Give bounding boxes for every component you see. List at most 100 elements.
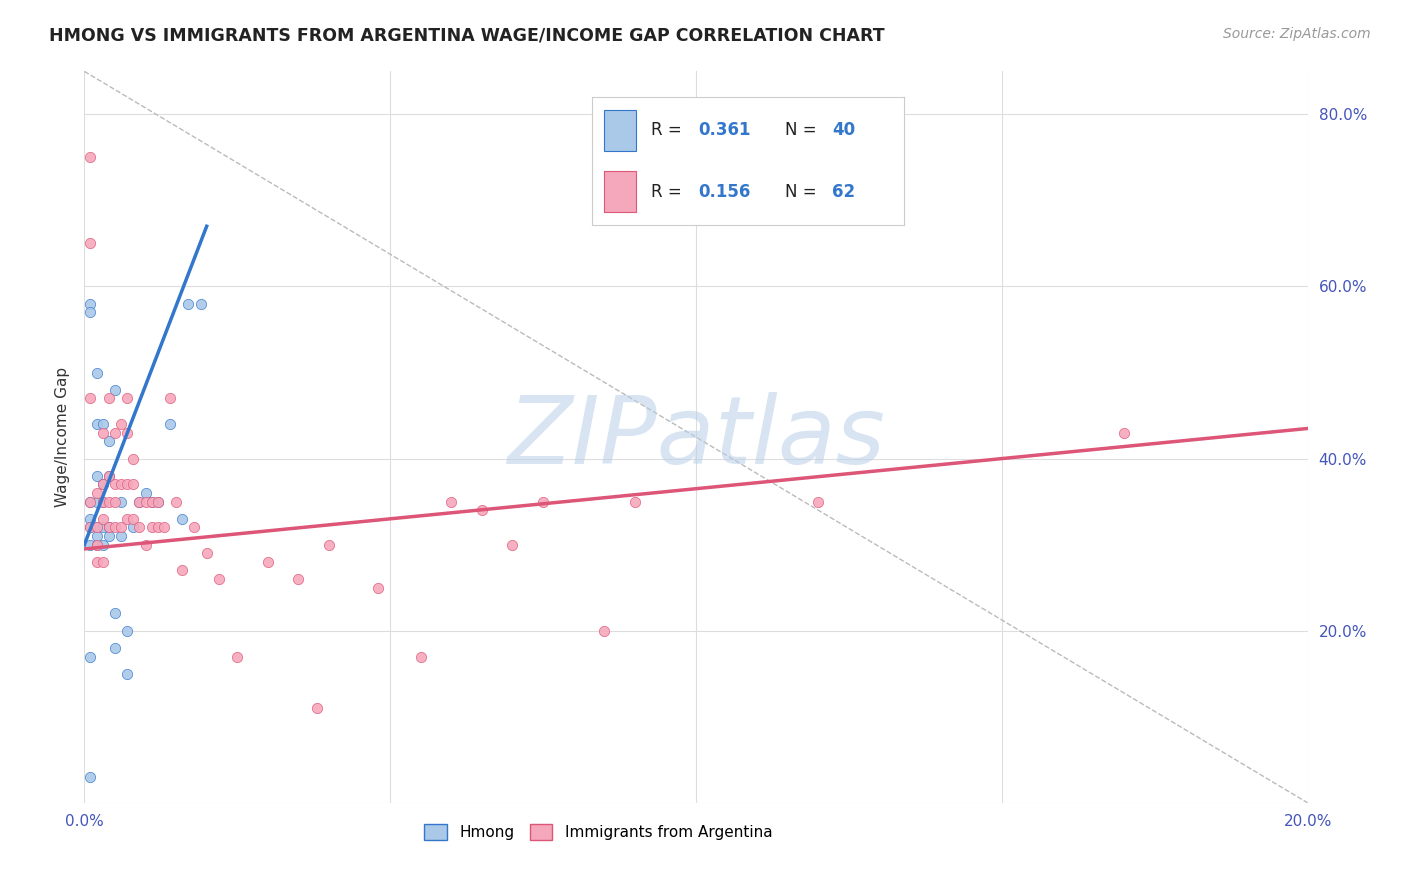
Point (226, 649, 249, 664)
Point (97, 434, 120, 449)
Point (79, 494, 101, 508)
Point (86, 555, 108, 569)
Point (141, 494, 163, 508)
Point (110, 477, 132, 491)
Point (115, 425, 138, 440)
Point (104, 640, 127, 655)
Text: ZIPatlas: ZIPatlas (508, 392, 884, 483)
Point (86, 486, 108, 500)
Point (122, 477, 145, 491)
Point (135, 486, 157, 500)
Point (91, 512, 114, 526)
Point (91, 477, 114, 491)
Point (159, 392, 181, 406)
Point (86, 366, 108, 380)
Point (110, 417, 132, 432)
Point (165, 494, 187, 508)
Point (122, 520, 145, 534)
Point (86, 538, 108, 552)
Point (287, 572, 309, 586)
Point (172, 564, 194, 578)
Point (146, 494, 169, 508)
Point (624, 494, 647, 508)
Point (183, 520, 205, 534)
Point (208, 572, 231, 586)
Point (177, 296, 200, 310)
Point (531, 494, 554, 508)
Point (97, 468, 120, 483)
Point (440, 494, 463, 508)
Point (141, 520, 163, 534)
Point (104, 425, 127, 440)
Point (97, 494, 120, 508)
Point (115, 477, 138, 491)
Point (122, 451, 145, 466)
Point (1114, 425, 1136, 440)
Point (97, 529, 120, 543)
Point (91, 538, 114, 552)
Point (153, 520, 176, 534)
Point (86, 520, 108, 534)
Point (97, 392, 120, 406)
Point (141, 494, 163, 508)
Point (104, 494, 127, 508)
Point (79, 520, 101, 534)
Point (79, 512, 101, 526)
Point (97, 468, 120, 483)
Point (110, 529, 132, 543)
Point (86, 529, 108, 543)
Point (79, 305, 101, 319)
Point (79, 236, 101, 251)
Point (86, 538, 108, 552)
Point (91, 425, 114, 440)
Point (502, 538, 524, 552)
Point (104, 477, 127, 491)
Point (190, 296, 212, 310)
Point (79, 392, 101, 406)
Point (79, 296, 101, 310)
Point (128, 520, 150, 534)
Point (159, 417, 181, 432)
Point (91, 417, 114, 432)
Point (807, 494, 830, 508)
Point (110, 520, 132, 534)
Point (97, 520, 120, 534)
Point (91, 520, 114, 534)
Point (367, 581, 389, 595)
Point (91, 477, 114, 491)
Text: Source: ZipAtlas.com: Source: ZipAtlas.com (1223, 27, 1371, 41)
Point (110, 494, 132, 508)
Point (104, 607, 127, 621)
Point (122, 512, 145, 526)
Point (257, 555, 280, 569)
Point (86, 494, 108, 508)
Point (115, 624, 138, 638)
Point (104, 520, 127, 534)
Point (79, 538, 101, 552)
Y-axis label: Wage/Income Gap: Wage/Income Gap (55, 367, 70, 508)
Legend: Hmong, Immigrants from Argentina: Hmong, Immigrants from Argentina (418, 818, 779, 847)
Point (79, 649, 101, 664)
Point (91, 555, 114, 569)
Point (146, 520, 169, 534)
Point (115, 512, 138, 526)
Point (86, 520, 108, 534)
Point (115, 392, 138, 406)
Text: HMONG VS IMMIGRANTS FROM ARGENTINA WAGE/INCOME GAP CORRELATION CHART: HMONG VS IMMIGRANTS FROM ARGENTINA WAGE/… (49, 27, 884, 45)
Point (409, 649, 432, 664)
Point (593, 624, 616, 638)
Point (135, 538, 157, 552)
Point (91, 494, 114, 508)
Point (115, 666, 138, 681)
Point (195, 546, 218, 560)
Point (97, 520, 120, 534)
Point (471, 503, 494, 517)
Point (91, 494, 114, 508)
Point (79, 494, 101, 508)
Point (305, 701, 328, 715)
Point (86, 417, 108, 432)
Point (135, 494, 157, 508)
Point (79, 520, 101, 534)
Point (86, 468, 108, 483)
Point (172, 512, 194, 526)
